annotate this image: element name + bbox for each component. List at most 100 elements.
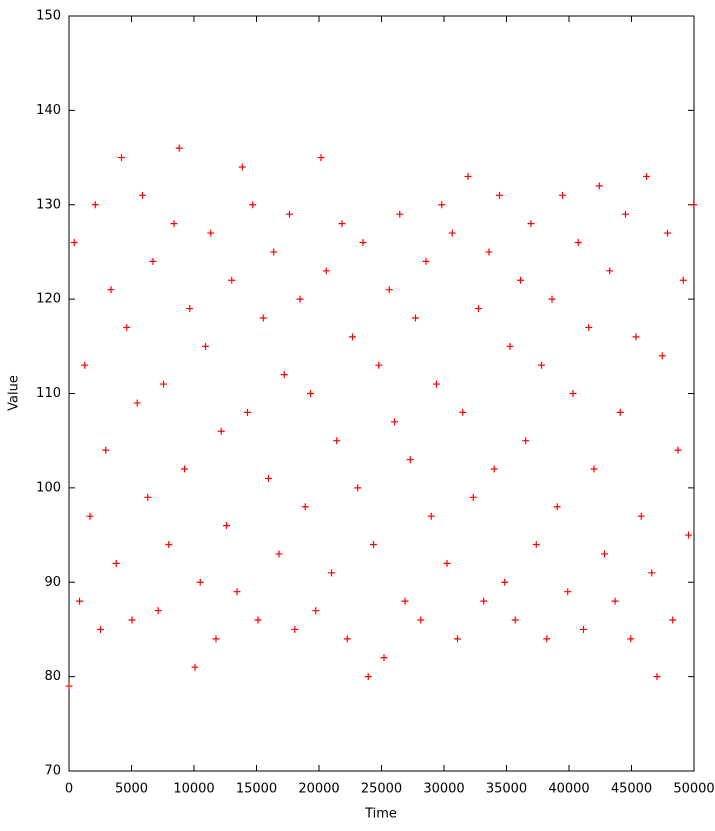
point bbox=[459, 408, 467, 416]
point bbox=[328, 569, 335, 577]
point bbox=[627, 635, 635, 643]
x-tick-label: 25000 bbox=[361, 782, 402, 797]
point bbox=[679, 276, 687, 284]
point bbox=[538, 361, 545, 369]
point bbox=[102, 446, 110, 454]
point bbox=[580, 625, 587, 633]
point bbox=[70, 239, 78, 246]
point bbox=[685, 531, 692, 539]
y-tick-label: 110 bbox=[36, 386, 61, 401]
point bbox=[186, 305, 194, 313]
point bbox=[438, 201, 446, 209]
point bbox=[443, 559, 451, 567]
point bbox=[375, 361, 383, 369]
point bbox=[175, 144, 183, 152]
point bbox=[401, 597, 409, 605]
point bbox=[559, 191, 566, 199]
point bbox=[144, 493, 152, 501]
point bbox=[454, 635, 461, 643]
point bbox=[259, 314, 267, 322]
point bbox=[291, 625, 299, 633]
point bbox=[396, 210, 404, 218]
y-tick-label: 140 bbox=[36, 103, 61, 118]
point bbox=[517, 276, 524, 284]
point bbox=[606, 267, 614, 275]
point bbox=[548, 295, 556, 303]
point bbox=[280, 371, 288, 379]
point bbox=[212, 635, 220, 643]
point bbox=[611, 597, 619, 605]
point bbox=[296, 295, 304, 303]
point bbox=[202, 342, 209, 350]
point bbox=[354, 484, 362, 492]
point bbox=[139, 191, 146, 199]
point bbox=[312, 607, 320, 615]
point bbox=[228, 276, 236, 284]
point bbox=[107, 286, 115, 294]
point bbox=[86, 512, 94, 520]
point bbox=[359, 239, 367, 246]
point bbox=[674, 446, 682, 454]
point bbox=[270, 248, 278, 256]
point bbox=[417, 616, 425, 624]
point bbox=[643, 172, 650, 180]
point bbox=[133, 399, 141, 407]
point bbox=[286, 210, 293, 218]
point bbox=[553, 503, 561, 511]
point bbox=[91, 201, 99, 209]
point bbox=[254, 616, 262, 624]
point bbox=[249, 201, 257, 209]
point bbox=[265, 474, 272, 482]
y-tick-label: 130 bbox=[36, 197, 61, 212]
point bbox=[427, 512, 435, 520]
point bbox=[317, 154, 325, 162]
x-tick-label: 20000 bbox=[298, 782, 339, 797]
point bbox=[301, 503, 309, 511]
x-tick-label: 15000 bbox=[236, 782, 277, 797]
point bbox=[149, 257, 157, 265]
point bbox=[527, 220, 535, 228]
point bbox=[65, 682, 73, 690]
point bbox=[569, 390, 577, 397]
point bbox=[170, 220, 178, 228]
point bbox=[244, 408, 251, 416]
point bbox=[501, 578, 509, 586]
x-tick-label: 45000 bbox=[611, 782, 652, 797]
point bbox=[590, 465, 598, 473]
point bbox=[191, 663, 199, 671]
point bbox=[223, 522, 230, 530]
point bbox=[123, 323, 131, 331]
point bbox=[412, 314, 419, 322]
point bbox=[616, 408, 624, 416]
point bbox=[160, 380, 167, 388]
point bbox=[511, 616, 519, 624]
point bbox=[464, 172, 472, 180]
point bbox=[632, 333, 640, 341]
point bbox=[196, 578, 204, 586]
point bbox=[380, 654, 388, 662]
point bbox=[522, 437, 530, 445]
y-axis-label: Value bbox=[7, 375, 22, 411]
point bbox=[217, 427, 225, 435]
point bbox=[669, 616, 677, 624]
y-tick-label: 120 bbox=[36, 292, 61, 307]
point bbox=[433, 380, 440, 388]
x-tick-label: 0 bbox=[65, 782, 73, 797]
point bbox=[238, 163, 246, 171]
point bbox=[585, 323, 593, 331]
point bbox=[469, 493, 477, 501]
point bbox=[307, 390, 314, 397]
point bbox=[165, 541, 173, 548]
point bbox=[532, 541, 540, 548]
point bbox=[658, 352, 666, 360]
x-tick-label: 30000 bbox=[423, 782, 464, 797]
x-tick-label: 10000 bbox=[173, 782, 214, 797]
point bbox=[664, 229, 671, 237]
point bbox=[349, 333, 356, 341]
point bbox=[490, 465, 498, 473]
point bbox=[338, 220, 346, 228]
point bbox=[595, 182, 603, 190]
y-tick-label: 70 bbox=[44, 764, 61, 779]
point bbox=[181, 465, 188, 473]
point bbox=[112, 559, 120, 567]
